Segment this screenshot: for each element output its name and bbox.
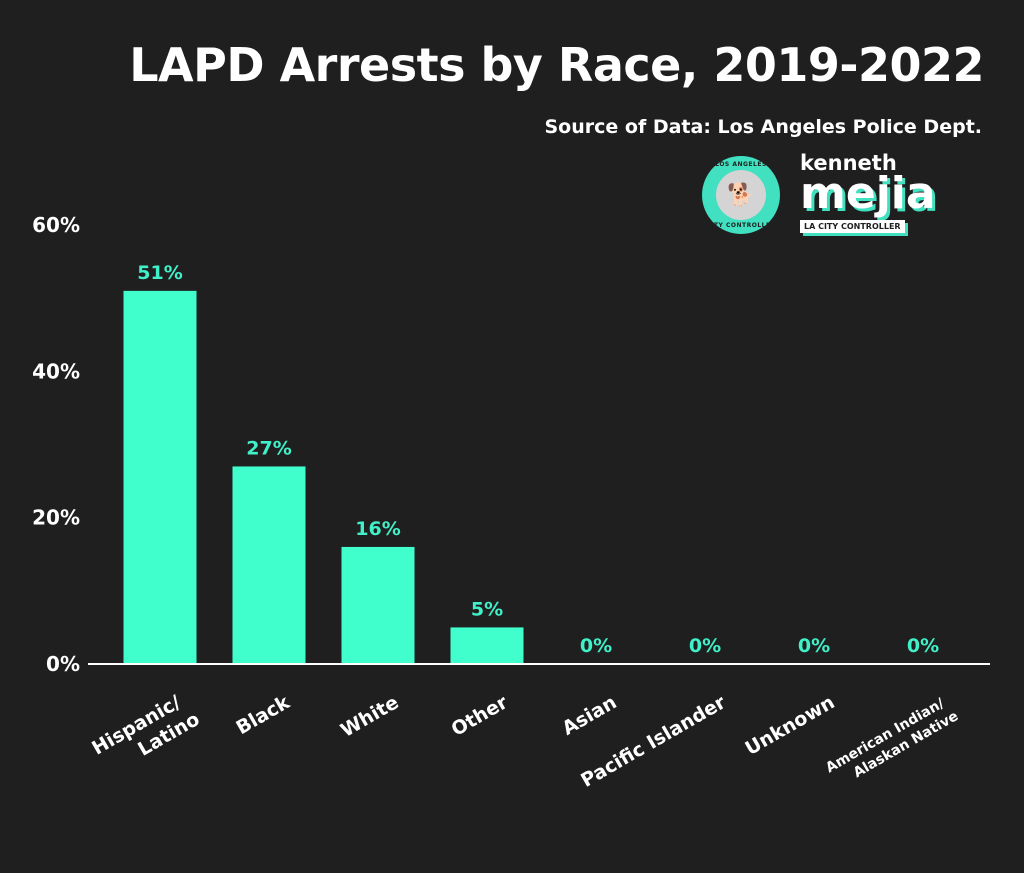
brand-tagline: LA CITY CONTROLLER	[800, 220, 905, 233]
bar	[123, 290, 197, 664]
chart-title: LAPD Arrests by Race, 2019-2022	[129, 38, 984, 92]
value-label: 5%	[471, 598, 503, 620]
brand-first-name: kenneth	[800, 151, 897, 175]
y-tick-label: 0%	[46, 652, 80, 676]
logos: LOS ANGELES 🐕 CITY CONTROLLER kenneth me…	[700, 152, 990, 234]
x-tick-label-line: Other	[448, 691, 512, 741]
y-tick-label: 40%	[32, 359, 80, 383]
seal-text-top: LOS ANGELES	[715, 161, 767, 168]
value-label: 51%	[137, 262, 182, 284]
y-tick-label: 20%	[32, 506, 80, 530]
brand-logo: kenneth mejia LA CITY CONTROLLER	[800, 152, 936, 233]
bar	[450, 627, 524, 664]
x-tick-label-line: Black	[233, 691, 294, 739]
value-label: 0%	[907, 635, 939, 657]
bar	[341, 546, 415, 664]
x-tick-label: Asian	[559, 691, 621, 739]
value-label: 0%	[689, 635, 721, 657]
x-tick-label: American Indian/Alaskan Native	[823, 695, 961, 781]
x-tick-label: Black	[233, 691, 294, 739]
bar	[232, 466, 306, 664]
y-tick-label: 60%	[32, 213, 80, 237]
x-tick-label: White	[337, 691, 403, 742]
value-label: 27%	[246, 437, 291, 459]
city-controller-seal: LOS ANGELES 🐕 CITY CONTROLLER	[702, 156, 780, 234]
x-tick-label: Other	[448, 691, 512, 741]
dog-icon: 🐕	[716, 170, 766, 220]
x-tick-label: Unknown	[742, 691, 839, 760]
x-tick-label: Hispanic/Latino	[88, 691, 203, 760]
value-label: 0%	[798, 635, 830, 657]
x-tick-label-line: Asian	[559, 691, 621, 739]
brand-last-name: mejia	[800, 168, 936, 219]
value-label: 16%	[355, 518, 400, 540]
chart-subtitle: Source of Data: Los Angeles Police Dept.	[544, 116, 983, 138]
value-label: 0%	[580, 635, 612, 657]
x-tick-label-line: White	[337, 691, 403, 742]
x-tick-label-line: Unknown	[742, 691, 839, 760]
seal-text-bottom: CITY CONTROLLER	[706, 222, 776, 229]
